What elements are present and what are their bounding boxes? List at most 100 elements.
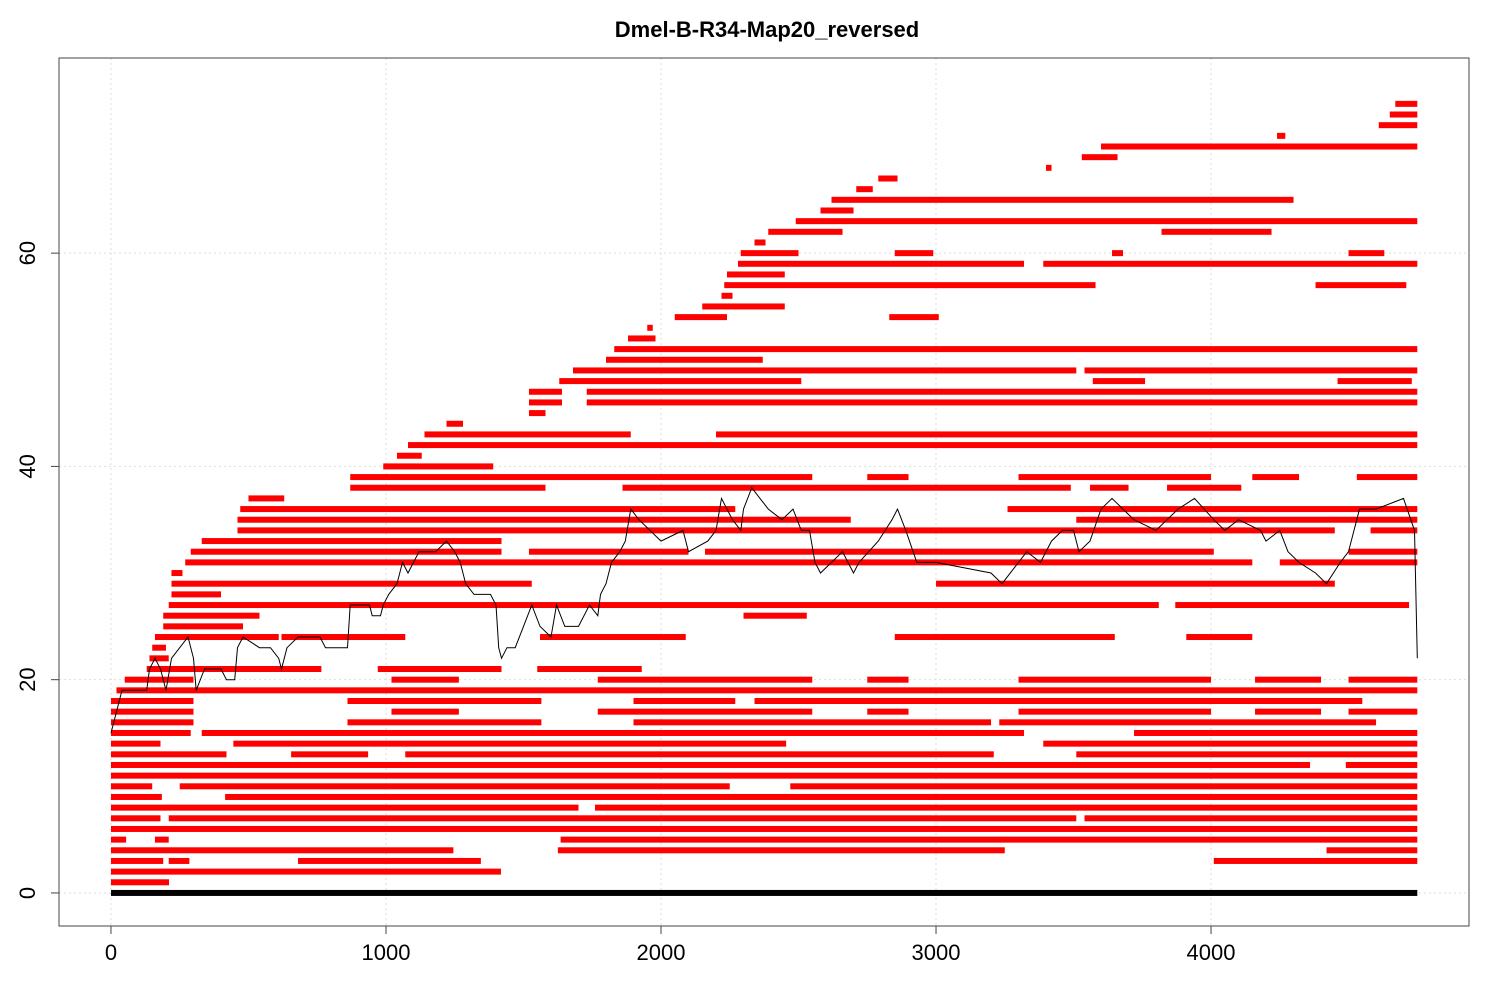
segment [291, 751, 369, 758]
segment [152, 644, 166, 651]
segment [740, 250, 799, 257]
segment [1356, 474, 1418, 481]
segment [190, 548, 502, 555]
segment [867, 708, 909, 715]
segment [171, 570, 183, 577]
segment [110, 836, 127, 843]
segment [171, 591, 221, 598]
segment [237, 527, 1335, 534]
segment [110, 761, 1311, 768]
segment [110, 708, 194, 715]
segment [743, 612, 807, 619]
segment [889, 314, 939, 321]
segment [377, 666, 502, 673]
segment [1279, 559, 1418, 566]
plot-marks [110, 100, 1418, 896]
segment [999, 719, 1377, 726]
segment [110, 740, 161, 747]
y-tick-label: 0 [15, 887, 40, 899]
segment [240, 506, 736, 513]
segment [163, 612, 260, 619]
segment [110, 793, 162, 800]
segment [146, 666, 322, 673]
segment [856, 186, 873, 193]
segment [614, 346, 1418, 353]
segment [248, 495, 285, 502]
segment [560, 836, 1418, 843]
segment [537, 666, 642, 673]
segment [424, 431, 631, 438]
segment [724, 282, 1096, 289]
segment [1043, 740, 1418, 747]
segment [633, 719, 992, 726]
segment [185, 559, 1253, 566]
segment [171, 580, 532, 587]
segment [1348, 708, 1418, 715]
segment [529, 388, 563, 395]
segment [110, 815, 161, 822]
segment [124, 676, 194, 683]
segment [1315, 282, 1407, 289]
segment [1389, 111, 1418, 118]
x-tick-label: 3000 [912, 940, 961, 965]
segment [281, 634, 406, 641]
segment [705, 548, 1214, 555]
segment [1046, 164, 1052, 171]
segment [1326, 847, 1418, 854]
segment [1213, 857, 1418, 864]
segment [347, 719, 542, 726]
segment [597, 708, 813, 715]
segment [110, 804, 579, 811]
segment [557, 847, 1005, 854]
y-tick-label: 40 [15, 454, 40, 478]
segment [350, 484, 546, 491]
segment [529, 548, 689, 555]
segment [110, 783, 153, 790]
segment [110, 857, 164, 864]
segment [1175, 602, 1410, 609]
segment [391, 676, 459, 683]
segment [168, 815, 1077, 822]
segment [936, 580, 1335, 587]
segment [383, 463, 494, 470]
segment [1186, 634, 1253, 641]
y-tick-label: 60 [15, 241, 40, 265]
segment [754, 698, 1363, 705]
segment [110, 729, 191, 736]
segment [1076, 516, 1418, 523]
segment [168, 602, 1159, 609]
segment [446, 420, 463, 427]
segment [347, 698, 542, 705]
segment [622, 484, 1071, 491]
segment [529, 399, 563, 406]
segment [674, 314, 728, 321]
segment [894, 634, 1115, 641]
segment [233, 740, 787, 747]
segment [110, 719, 194, 726]
segment [1092, 378, 1146, 385]
segment [1395, 100, 1418, 107]
segment [573, 367, 1077, 374]
y-tick-label: 20 [15, 667, 40, 691]
segment [738, 260, 1025, 267]
segment [154, 836, 169, 843]
segment [1084, 367, 1418, 374]
segment [237, 516, 851, 523]
segment [586, 388, 1418, 395]
segment [201, 538, 502, 545]
segment [179, 783, 730, 790]
segment [754, 239, 766, 246]
segment [721, 292, 733, 299]
segment [1018, 676, 1212, 683]
segment [1007, 506, 1418, 513]
segment [540, 634, 686, 641]
segment [702, 303, 785, 310]
plot-frame [58, 57, 1470, 927]
segment [1348, 676, 1418, 683]
segment [647, 324, 653, 331]
segment [297, 857, 481, 864]
coverage-line [110, 486, 1418, 734]
segment [1112, 250, 1124, 257]
segment [391, 708, 459, 715]
